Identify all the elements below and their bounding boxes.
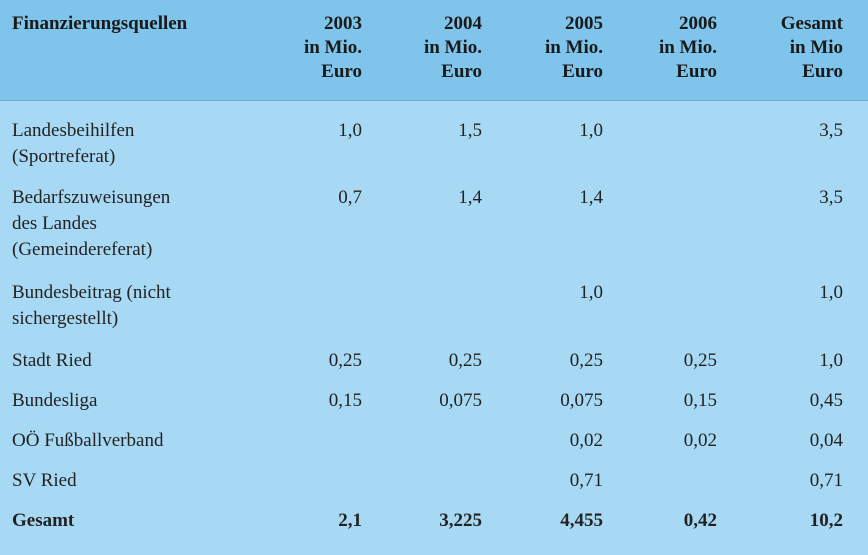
- header-line: in Mio.: [544, 37, 603, 58]
- table-header: Finanzierungsquellen 2003 in Mio. Euro 2…: [0, 0, 868, 101]
- row-label-line: Bundesbeitrag (nicht: [12, 282, 171, 303]
- row-label: Landesbeihilfen (Sportreferat): [12, 118, 272, 170]
- row-label: Bundesbeitrag (nicht sichergestellt): [12, 280, 272, 332]
- row-label-line: (Sportreferat): [12, 146, 116, 167]
- cell-total: 3,5: [819, 187, 843, 208]
- row-label: OÖ Fußballverband: [12, 428, 272, 454]
- cell-total: 0,45: [809, 390, 843, 411]
- cell-2004: 1,5: [458, 120, 482, 141]
- cell-2004: 1,4: [458, 187, 482, 208]
- cell-2006: 0,02: [683, 430, 717, 451]
- cell-total: 0,04: [809, 430, 843, 451]
- header-source-label: Finanzierungsquellen: [12, 13, 188, 34]
- cell-2005: 0,25: [569, 350, 603, 371]
- header-line: in Mio.: [423, 37, 482, 58]
- header-line: Euro: [441, 61, 482, 82]
- row-label-line: Stadt Ried: [12, 350, 92, 371]
- cell-total: 1,0: [819, 282, 843, 303]
- cell-2003: 0,25: [328, 350, 362, 371]
- header-line: 2005: [565, 13, 603, 34]
- row-label: Bedarfszuweisungen des Landes (Gemeinder…: [12, 185, 272, 263]
- header-line: 2004: [444, 13, 482, 34]
- cell-2004: 0,25: [448, 350, 482, 371]
- row-label-line: OÖ Fußballverband: [12, 430, 164, 451]
- header-line: Euro: [562, 61, 603, 82]
- header-col-2004: 2004 in Mio. Euro: [370, 12, 482, 84]
- cell-2005: 1,0: [579, 120, 603, 141]
- row-label-line: Bundesliga: [12, 390, 98, 411]
- cell-2003: 0,15: [328, 390, 362, 411]
- row-label-line: Bedarfszuweisungen: [12, 187, 171, 208]
- cell-2006: 0,42: [683, 510, 717, 531]
- header-col-2003: 2003 in Mio. Euro: [250, 12, 362, 84]
- header-line: Euro: [321, 61, 362, 82]
- header-line: in Mio.: [658, 37, 717, 58]
- header-col-2005: 2005 in Mio. Euro: [490, 12, 603, 84]
- header-line: in Mio.: [303, 37, 362, 58]
- cell-2004: 3,225: [439, 510, 482, 531]
- cell-2005: 1,0: [579, 282, 603, 303]
- cell-total: 0,71: [809, 470, 843, 491]
- cell-total: 3,5: [819, 120, 843, 141]
- row-label-line: sichergestellt): [12, 308, 119, 329]
- row-label-line: des Landes: [12, 213, 97, 234]
- row-label: SV Ried: [12, 468, 272, 494]
- cell-total: 1,0: [819, 350, 843, 371]
- header-line: Euro: [676, 61, 717, 82]
- header-line: 2006: [679, 13, 717, 34]
- cell-2005: 4,455: [560, 510, 603, 531]
- row-label-line: (Gemeindereferat): [12, 239, 153, 260]
- cell-2003: 2,1: [338, 510, 362, 531]
- header-line: Gesamt: [780, 13, 843, 34]
- cell-2006: 0,25: [683, 350, 717, 371]
- header-line: Euro: [802, 61, 843, 82]
- header-line: in Mio: [789, 37, 843, 58]
- row-label-line: Gesamt: [12, 510, 75, 531]
- header-col-2006: 2006 in Mio. Euro: [610, 12, 717, 84]
- cell-total: 10,2: [809, 510, 843, 531]
- row-label-line: Landesbeihilfen: [12, 120, 135, 141]
- cell-2004: 0,075: [439, 390, 482, 411]
- cell-2005: 0,02: [569, 430, 603, 451]
- row-label: Bundesliga: [12, 388, 272, 414]
- cell-2003: 1,0: [338, 120, 362, 141]
- row-label: Stadt Ried: [12, 348, 272, 374]
- cell-2006: 0,15: [683, 390, 717, 411]
- cell-2005: 1,4: [579, 187, 603, 208]
- row-label: Gesamt: [12, 508, 272, 534]
- cell-2003: 0,7: [338, 187, 362, 208]
- header-col-total: Gesamt in Mio Euro: [735, 12, 843, 84]
- row-label-line: SV Ried: [12, 470, 77, 491]
- header-line: 2003: [324, 13, 362, 34]
- cell-2005: 0,075: [560, 390, 603, 411]
- cell-2005: 0,71: [569, 470, 603, 491]
